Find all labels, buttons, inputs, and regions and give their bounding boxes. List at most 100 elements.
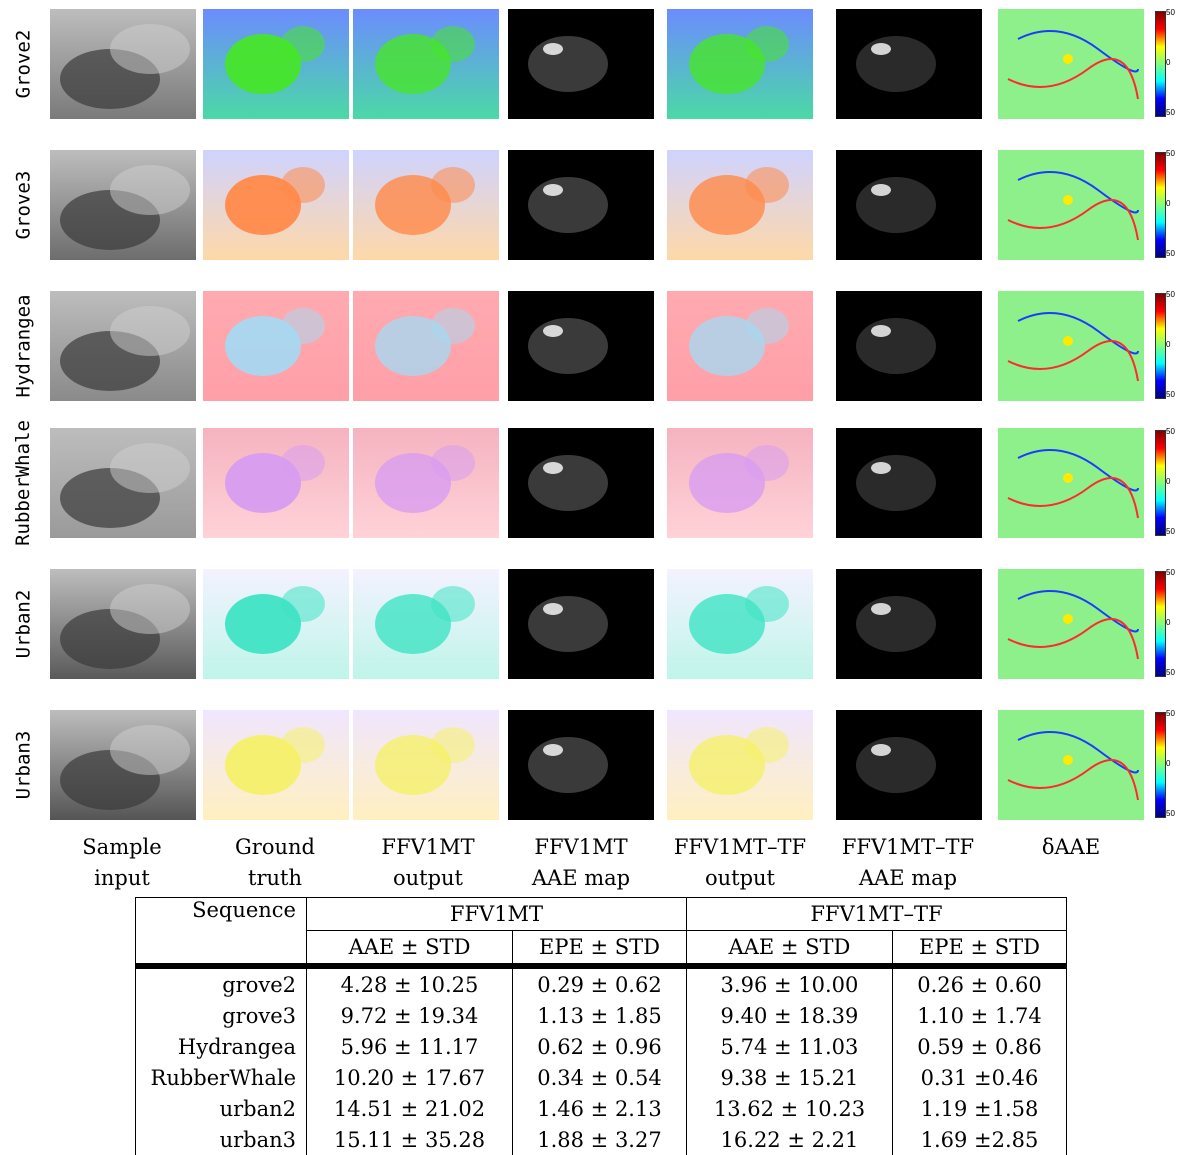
grove3-sample-input-image: [50, 150, 196, 260]
table-cell-sequence: grove3: [135, 1000, 307, 1031]
hydrangea-delta-aae-image: [998, 291, 1144, 401]
caption-line2: input: [94, 866, 150, 890]
colorbar-tick-top: 50: [1166, 290, 1175, 299]
caption-ffv1mt-aae-map: FFV1MT AAE map: [501, 832, 661, 894]
row-label-text: Grove2: [12, 29, 35, 99]
row-label-text: RubberWhale: [12, 420, 34, 546]
table-cell-epe-ffv1mt-tf: 1.69 ±2.85: [892, 1124, 1068, 1155]
caption-delta-aae: δAAE: [991, 832, 1151, 863]
grove3-delta-aae-image: [998, 150, 1144, 260]
row-label-grove2: Grove2: [6, 9, 40, 119]
table-cell-aae-ffv1mt-tf: 16.22 ± 2.21: [686, 1124, 893, 1155]
urban2-delta-aae-image: [998, 569, 1144, 679]
table-cell-epe-ffv1mt: 0.34 ± 0.54: [512, 1062, 687, 1093]
caption-line2: AAE map: [858, 866, 958, 890]
colorbar-gradient: [1155, 11, 1166, 117]
hydrangea-ffv1mt-output-image: [353, 291, 499, 401]
colorbar-gradient: [1155, 712, 1166, 818]
urban2-ffv1mt-tf-aae-map-image: [836, 569, 982, 679]
table-cell-epe-ffv1mt: 1.46 ± 2.13: [512, 1093, 687, 1124]
rubberwhale-ground-truth-image: [203, 428, 349, 538]
urban3-delta-aae-image: [998, 710, 1144, 820]
hydrangea-ffv1mt-tf-output-image: [667, 291, 813, 401]
grove2-ffv1mt-tf-aae-map-image: [836, 9, 982, 119]
table-header-sequence: Sequence: [135, 897, 307, 966]
hydrangea-colorbar: 50 0 50: [1155, 291, 1177, 401]
urban2-ffv1mt-tf-output-image: [667, 569, 813, 679]
colorbar-tick-bottom: 50: [1166, 390, 1175, 399]
rubberwhale-ffv1mt-aae-map-image: [508, 428, 654, 538]
row-label-text: Urban2: [12, 589, 35, 659]
colorbar-tick-mid: 0: [1166, 618, 1171, 627]
colorbar-tick-bottom: 50: [1166, 668, 1175, 677]
caption-line1: δAAE: [1041, 835, 1101, 859]
hydrangea-ffv1mt-tf-aae-map-image: [836, 291, 982, 401]
table-row: urban3 15.11 ± 35.28 1.88 ± 3.27 16.22 ± 2.…: [135, 1124, 1068, 1155]
urban3-ffv1mt-aae-map-image: [508, 710, 654, 820]
caption-line1: FFV1MT: [381, 835, 475, 859]
urban3-sample-input-image: [50, 710, 196, 820]
rubberwhale-ffv1mt-output-image: [353, 428, 499, 538]
colorbar-tick-bottom: 50: [1166, 108, 1175, 117]
table-cell-aae-ffv1mt: 9.72 ± 19.34: [306, 1000, 513, 1031]
colorbar-tick-bottom: 50: [1166, 809, 1175, 818]
table-cell-epe-ffv1mt: 0.62 ± 0.96: [512, 1031, 687, 1062]
colorbar-gradient: [1155, 293, 1166, 399]
caption-line2: AAE map: [531, 866, 631, 890]
hydrangea-ground-truth-image: [203, 291, 349, 401]
rubberwhale-delta-aae-image: [998, 428, 1144, 538]
rubberwhale-colorbar: 50 0 50: [1155, 428, 1177, 538]
urban3-ffv1mt-tf-aae-map-image: [836, 710, 982, 820]
colorbar-tick-bottom: 50: [1166, 527, 1175, 536]
row-label-text: Grove3: [12, 170, 35, 240]
table-cell-epe-ffv1mt: 1.13 ± 1.85: [512, 1000, 687, 1031]
table-cell-aae-ffv1mt: 4.28 ± 10.25: [306, 969, 513, 1000]
urban3-colorbar: 50 0 50: [1155, 710, 1177, 820]
table-cell-sequence: urban2: [135, 1093, 307, 1124]
table-header-epe: EPE ± STD: [512, 930, 687, 966]
rubberwhale-ffv1mt-tf-output-image: [667, 428, 813, 538]
urban2-ffv1mt-aae-map-image: [508, 569, 654, 679]
table-header-epe-tf: EPE ± STD: [892, 930, 1068, 966]
grove3-ffv1mt-tf-output-image: [667, 150, 813, 260]
grove2-ffv1mt-tf-output-image: [667, 9, 813, 119]
colorbar-tick-bottom: 50: [1166, 249, 1175, 258]
grove3-ffv1mt-output-image: [353, 150, 499, 260]
table-cell-sequence: RubberWhale: [135, 1062, 307, 1093]
caption-line1: FFV1MT: [534, 835, 628, 859]
row-label-hydrangea: Hydrangea: [6, 291, 40, 401]
grove3-colorbar: 50 0 50: [1155, 150, 1177, 260]
row-label-text: Hydrangea: [12, 294, 35, 398]
grove2-ffv1mt-aae-map-image: [508, 9, 654, 119]
results-table: Sequence FFV1MT FFV1MT–TF AAE ± STD EPE …: [135, 897, 1068, 1155]
caption-ffv1mt-tf-aae-map: FFV1MT–TF AAE map: [828, 832, 988, 894]
table-row: RubberWhale 10.20 ± 17.67 0.34 ± 0.54 9.38 …: [135, 1062, 1068, 1093]
caption-line1: FFV1MT–TF: [673, 835, 807, 859]
urban2-sample-input-image: [50, 569, 196, 679]
table-cell-aae-ffv1mt-tf: 9.38 ± 15.21: [686, 1062, 893, 1093]
table-cell-aae-ffv1mt-tf: 9.40 ± 18.39: [686, 1000, 893, 1031]
row-label-text: Urban3: [12, 730, 35, 800]
rubberwhale-sample-input-image: [50, 428, 196, 538]
grove3-ground-truth-image: [203, 150, 349, 260]
rubberwhale-ffv1mt-tf-aae-map-image: [836, 428, 982, 538]
table-header-aae: AAE ± STD: [306, 930, 513, 966]
caption-ground-truth: Ground truth: [195, 832, 355, 894]
hydrangea-sample-input-image: [50, 291, 196, 401]
hydrangea-ffv1mt-aae-map-image: [508, 291, 654, 401]
grove2-delta-aae-image: [998, 9, 1144, 119]
caption-sample-input: Sample input: [42, 832, 202, 894]
colorbar-tick-mid: 0: [1166, 759, 1171, 768]
grove2-ffv1mt-output-image: [353, 9, 499, 119]
table-header-ffv1mt: FFV1MT: [306, 897, 687, 931]
table-cell-aae-ffv1mt: 14.51 ± 21.02: [306, 1093, 513, 1124]
colorbar-tick-top: 50: [1166, 709, 1175, 718]
table-cell-sequence: urban3: [135, 1124, 307, 1155]
table-cell-aae-ffv1mt: 15.11 ± 35.28: [306, 1124, 513, 1155]
table-cell-epe-ffv1mt-tf: 0.31 ±0.46: [892, 1062, 1068, 1093]
colorbar-tick-mid: 0: [1166, 58, 1171, 67]
colorbar-gradient: [1155, 152, 1166, 258]
caption-line1: FFV1MT–TF: [841, 835, 975, 859]
table-cell-aae-ffv1mt: 10.20 ± 17.67: [306, 1062, 513, 1093]
grove2-ground-truth-image: [203, 9, 349, 119]
